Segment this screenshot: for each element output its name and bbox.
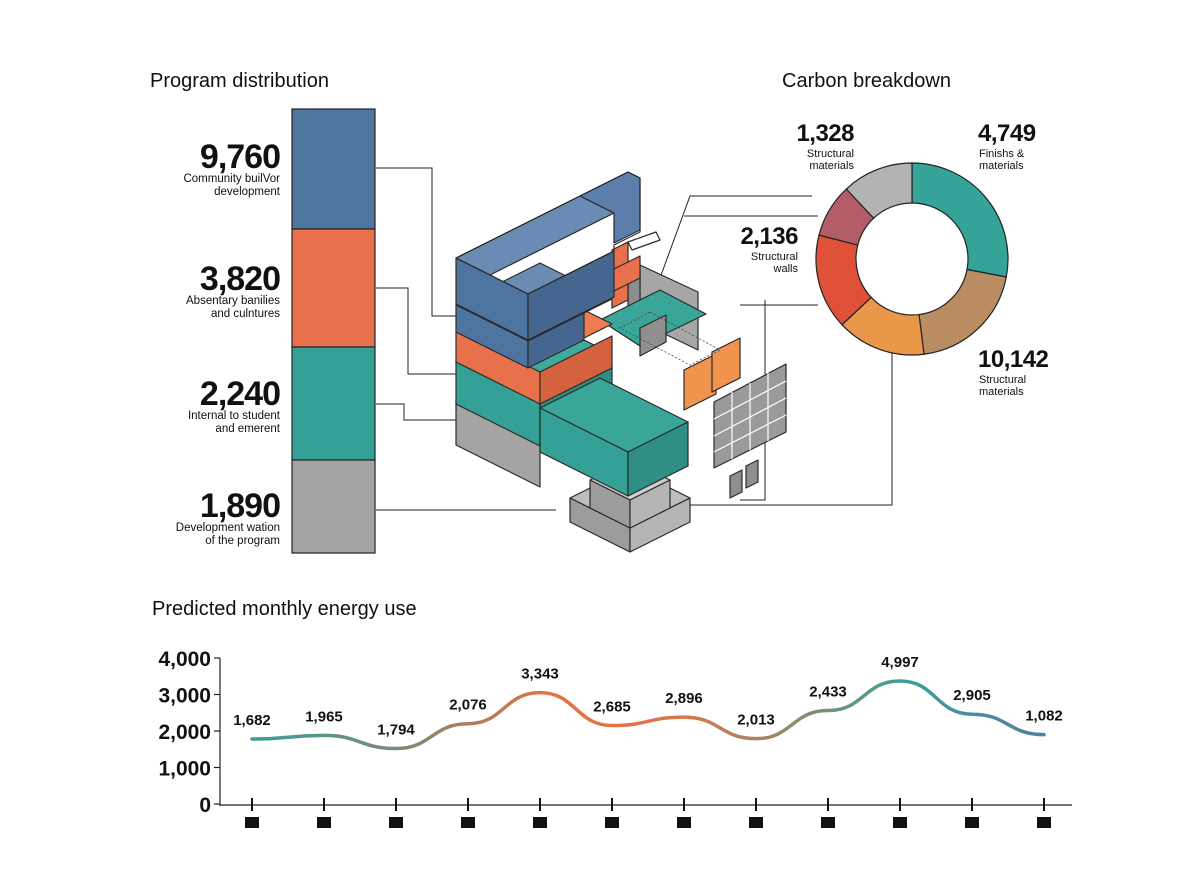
carbon-desc-finishes-1: Finishs & bbox=[979, 148, 1025, 160]
energy-point-label: 2,433 bbox=[809, 684, 847, 701]
x-tick-glyph bbox=[317, 817, 331, 828]
program-value-student: 2,240 bbox=[199, 375, 281, 413]
carbon-value-finishes: 4,749 bbox=[978, 120, 1036, 147]
energy-point-label: 2,685 bbox=[593, 699, 631, 716]
carbon-desc-structural-materials-large-1: Structural bbox=[979, 374, 1027, 386]
y-tick-label: 0 bbox=[199, 794, 211, 817]
energy-point-label: 1,794 bbox=[377, 722, 415, 739]
carbon-desc-structural-materials-2: materials bbox=[809, 160, 854, 172]
carbon-desc-finishes-2: materials bbox=[979, 160, 1024, 172]
program-value-community: 9,760 bbox=[199, 138, 281, 176]
x-tick-glyph bbox=[1037, 817, 1051, 828]
dotted-guide bbox=[619, 311, 721, 366]
x-tick-glyph bbox=[245, 817, 259, 828]
carbon-breakdown-title: Carbon breakdown bbox=[782, 70, 951, 92]
energy-point-label: 2,896 bbox=[665, 690, 703, 707]
x-tick-glyph bbox=[893, 817, 907, 828]
program-bar-segment-1 bbox=[291, 108, 376, 230]
program-desc-community-1: Community builVor bbox=[183, 173, 280, 185]
carbon-donut bbox=[815, 162, 1009, 356]
program-stacked-bar bbox=[291, 108, 376, 554]
program-value-development: 1,890 bbox=[199, 487, 281, 525]
leader-lines bbox=[376, 167, 893, 511]
energy-point-label: 1,082 bbox=[1025, 708, 1063, 725]
y-tick-label: 4,000 bbox=[158, 648, 211, 671]
energy-point-label: 1,965 bbox=[305, 708, 343, 725]
program-bar-segment-4 bbox=[291, 459, 376, 554]
energy-point-label: 2,905 bbox=[953, 687, 991, 704]
carbon-value-structural-materials: 1,328 bbox=[796, 120, 854, 147]
donut-slice-1 bbox=[911, 162, 1009, 278]
energy-point-label: 2,076 bbox=[449, 697, 487, 714]
program-desc-development-2: of the program bbox=[205, 535, 280, 547]
program-desc-student-2: and emerent bbox=[215, 423, 280, 435]
carbon-desc-structural-walls-1: Structural bbox=[750, 251, 798, 263]
energy-point-label: 1,682 bbox=[233, 712, 271, 729]
donut-slice-2 bbox=[918, 268, 1008, 355]
x-tick-glyph bbox=[461, 817, 475, 828]
x-tick-glyph bbox=[389, 817, 403, 828]
carbon-desc-structural-materials-1: Structural bbox=[806, 148, 854, 160]
energy-point-label: 2,013 bbox=[737, 712, 775, 729]
carbon-desc-structural-walls-2: walls bbox=[773, 263, 798, 275]
carbon-value-structural-materials-large: 10,142 bbox=[978, 346, 1049, 373]
program-bar-segment-2 bbox=[291, 228, 376, 348]
x-tick-glyph bbox=[533, 817, 547, 828]
x-tick-glyph bbox=[821, 817, 835, 828]
x-tick-glyph bbox=[677, 817, 691, 828]
x-tick-glyph bbox=[605, 817, 619, 828]
x-tick-glyph bbox=[749, 817, 763, 828]
x-tick-glyph bbox=[965, 817, 979, 828]
energy-point-label: 3,343 bbox=[521, 666, 559, 683]
program-value-families: 3,820 bbox=[199, 260, 281, 298]
energy-point-label: 4,997 bbox=[881, 654, 919, 671]
y-tick-label: 1,000 bbox=[158, 758, 211, 781]
energy-line-chart: 4,000 3,000 2,000 1,000 0 1,682 1,965 1,794 2,07… bbox=[158, 648, 1072, 828]
program-desc-community-2: development bbox=[214, 186, 280, 198]
program-bar-segment-3 bbox=[291, 346, 376, 461]
carbon-desc-structural-materials-large-2: materials bbox=[979, 386, 1024, 398]
program-distribution-title: Program distribution bbox=[150, 70, 329, 92]
program-desc-families-2: and culntures bbox=[210, 308, 280, 320]
program-desc-development-1: Development wation bbox=[175, 522, 280, 534]
energy-series-line bbox=[250, 679, 1046, 751]
program-desc-families-1: Absentary banilies bbox=[186, 295, 280, 307]
program-desc-student-1: Internal to student bbox=[187, 410, 280, 422]
energy-use-title: Predicted monthly energy use bbox=[152, 598, 417, 620]
donut-slice-6 bbox=[845, 162, 913, 220]
y-tick-label: 2,000 bbox=[158, 721, 211, 744]
building-model bbox=[455, 171, 787, 553]
y-tick-label: 3,000 bbox=[158, 685, 211, 708]
carbon-value-structural-walls: 2,136 bbox=[740, 223, 798, 250]
